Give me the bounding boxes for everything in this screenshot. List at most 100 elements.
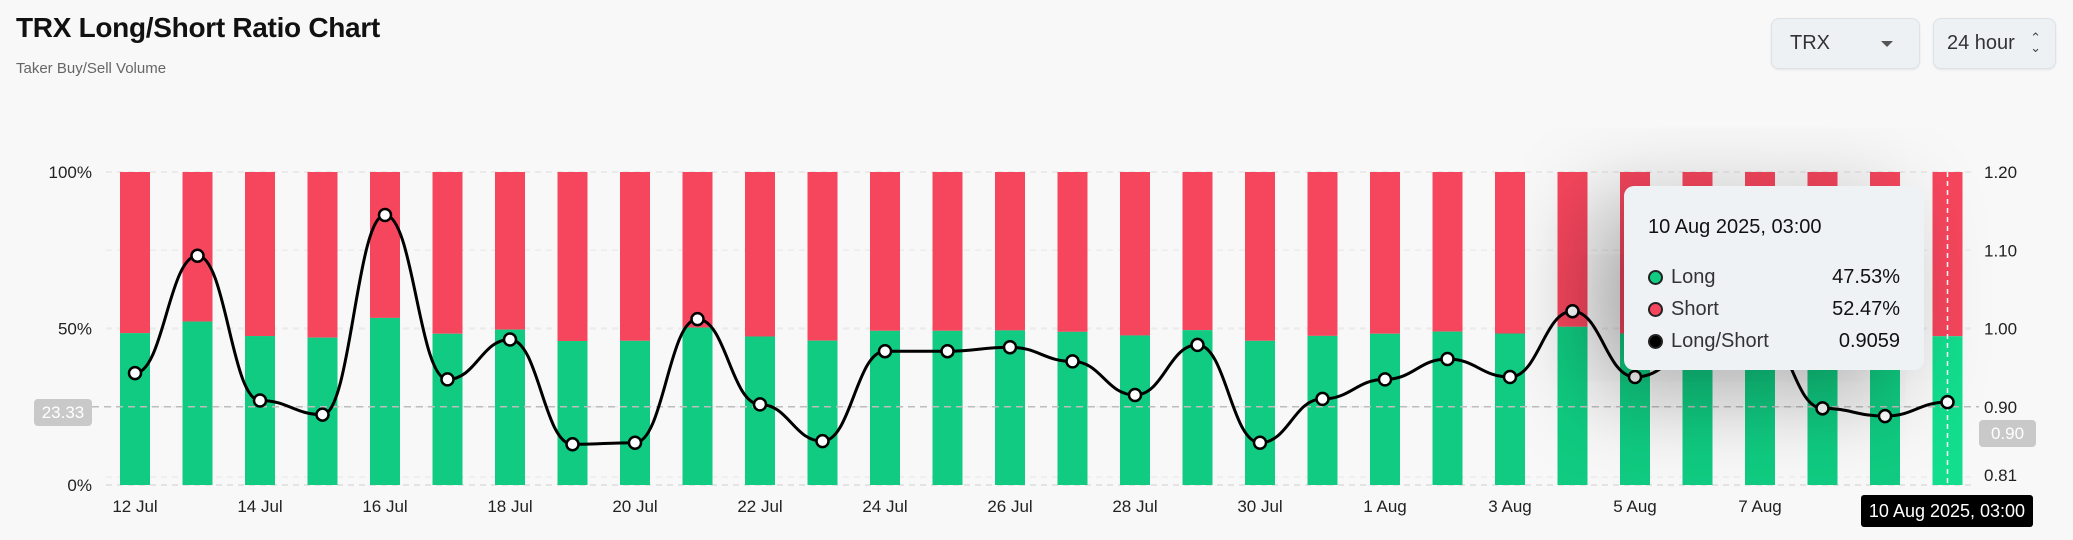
long-bar bbox=[557, 341, 588, 485]
ratio-point bbox=[1940, 394, 1955, 410]
x-axis-tick: 24 Jul bbox=[862, 497, 907, 516]
tooltip-row-ratio: Long/Short 0.9059 bbox=[1648, 325, 1900, 357]
short-bar bbox=[182, 172, 213, 322]
short-bar bbox=[495, 172, 525, 330]
right-axis-tick: 1.20 bbox=[1984, 163, 2017, 182]
ratio-point bbox=[502, 332, 518, 347]
ratio-point bbox=[440, 372, 455, 387]
short-bar bbox=[620, 172, 650, 341]
page-title: TRX Long/Short Ratio Chart bbox=[16, 12, 380, 43]
long-bar bbox=[1307, 335, 1338, 485]
long-bar bbox=[1370, 333, 1400, 485]
short-bar bbox=[682, 172, 713, 328]
long-bar bbox=[1120, 335, 1150, 485]
short-dot-icon bbox=[1648, 301, 1663, 317]
ratio-point bbox=[1002, 340, 1018, 355]
long-bar bbox=[182, 321, 213, 485]
chart-tooltip: 10 Aug 2025, 03:00 Long 47.53% Short 52.… bbox=[1624, 186, 1924, 370]
chevron-up-down-icon: ⌃ ⌄ bbox=[2030, 30, 2041, 55]
ratio-point bbox=[627, 435, 643, 450]
right-axis-tick: 0.81 bbox=[1984, 466, 2017, 485]
ratio-point bbox=[315, 407, 330, 422]
x-axis-tick: 12 Jul bbox=[112, 497, 157, 516]
page-subtitle: Taker Buy/Sell Volume bbox=[16, 60, 167, 77]
ratio-dot-icon bbox=[1648, 333, 1663, 349]
long-bar bbox=[1557, 326, 1588, 485]
x-axis-tick: 28 Jul bbox=[1112, 497, 1157, 516]
short-bar bbox=[932, 172, 963, 331]
short-bar bbox=[1307, 172, 1338, 336]
short-bar bbox=[1557, 172, 1588, 327]
short-bar bbox=[1245, 172, 1275, 341]
short-bar bbox=[870, 172, 900, 331]
tooltip-value: 47.53% bbox=[1832, 265, 1900, 288]
ratio-point bbox=[565, 437, 580, 452]
coin-select[interactable]: TRX bbox=[1771, 18, 1920, 69]
short-bar bbox=[807, 172, 838, 341]
tooltip-value: 0.9059 bbox=[1838, 329, 1900, 352]
short-bar bbox=[432, 172, 463, 334]
x-axis-tick: 30 Jul bbox=[1237, 497, 1282, 516]
long-bar bbox=[495, 329, 525, 485]
ratio-point bbox=[752, 397, 768, 412]
ratio-point bbox=[1065, 354, 1080, 369]
tooltip-row-long: Long 47.53% bbox=[1648, 261, 1900, 293]
ratio-point bbox=[1627, 369, 1643, 385]
long-bar bbox=[432, 333, 463, 485]
ratio-point bbox=[1440, 351, 1455, 367]
long-bar bbox=[995, 330, 1025, 485]
long-bar bbox=[1245, 340, 1275, 485]
short-bar bbox=[745, 172, 775, 337]
period-select-value: 24 hour bbox=[1947, 32, 2015, 54]
tooltip-label: Long bbox=[1671, 265, 1716, 288]
ratio-point bbox=[690, 311, 705, 327]
right-axis-tick: 1.10 bbox=[1984, 241, 2017, 260]
ratio-point bbox=[1815, 401, 1830, 416]
caret-down-icon bbox=[1881, 41, 1893, 47]
long-bar bbox=[1182, 330, 1213, 485]
right-axis-tick: 0.90 bbox=[1984, 398, 2017, 417]
tooltip-row-short: Short 52.47% bbox=[1648, 293, 1900, 325]
x-axis-tick: 5 Aug bbox=[1613, 497, 1657, 516]
crosshair-right-value: 0.90 bbox=[1979, 420, 2036, 447]
ratio-point bbox=[377, 207, 393, 223]
short-bar bbox=[1057, 172, 1088, 332]
tooltip-label: Short bbox=[1671, 297, 1719, 320]
x-axis-tick: 7 Aug bbox=[1738, 497, 1782, 516]
short-bar bbox=[1495, 172, 1525, 334]
ratio-point bbox=[1127, 387, 1143, 403]
ratio-point bbox=[252, 393, 268, 408]
x-axis-tick: 16 Jul bbox=[362, 497, 407, 516]
long-bar bbox=[370, 317, 400, 485]
ratio-point bbox=[1190, 337, 1205, 353]
long-bar bbox=[807, 340, 838, 485]
short-bar bbox=[557, 172, 588, 342]
crosshair-left-value: 23.33 bbox=[34, 399, 92, 426]
long-bar bbox=[245, 336, 275, 485]
ratio-point bbox=[1377, 372, 1393, 387]
right-axis-tick: 1.00 bbox=[1984, 320, 2017, 339]
short-bar bbox=[245, 172, 275, 337]
short-bar bbox=[995, 172, 1025, 331]
short-bar bbox=[1432, 172, 1463, 332]
x-axis-tick: 14 Jul bbox=[237, 497, 282, 516]
ratio-point bbox=[1252, 435, 1268, 450]
period-select[interactable]: 24 hour ⌃ ⌄ bbox=[1933, 18, 2056, 69]
long-bar bbox=[1495, 333, 1525, 485]
long-bar bbox=[620, 340, 650, 485]
crosshair-x-label: 10 Aug 2025, 03:00 bbox=[1861, 495, 2033, 527]
ratio-point bbox=[940, 343, 955, 359]
short-bar bbox=[120, 172, 150, 334]
ratio-point bbox=[815, 433, 830, 449]
short-bar bbox=[370, 172, 400, 318]
short-bar bbox=[1120, 172, 1150, 336]
left-axis-tick: 50% bbox=[58, 320, 92, 339]
ratio-point bbox=[190, 248, 205, 263]
ratio-point bbox=[127, 365, 143, 381]
short-bar bbox=[1370, 172, 1400, 334]
ratio-point bbox=[1502, 369, 1518, 385]
short-bar bbox=[1182, 172, 1213, 331]
x-axis-tick: 22 Jul bbox=[737, 497, 782, 516]
long-bar bbox=[120, 333, 150, 485]
coin-select-value: TRX bbox=[1790, 32, 1830, 54]
